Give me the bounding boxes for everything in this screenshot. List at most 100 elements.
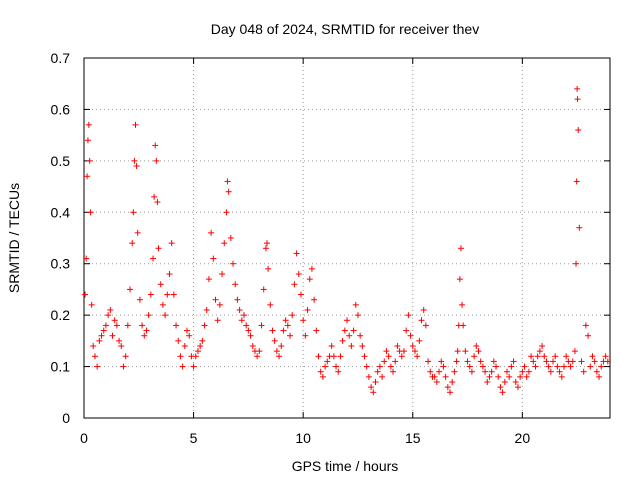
data-point (90, 343, 97, 349)
data-point (348, 343, 355, 349)
data-point (116, 337, 123, 344)
y-tick-label: 0.7 (51, 50, 71, 66)
data-point (221, 240, 228, 247)
data-point (105, 312, 112, 319)
data-point (190, 363, 197, 370)
data-point (317, 368, 324, 375)
data-point (554, 363, 561, 370)
data-point (499, 389, 506, 396)
data-point (488, 368, 495, 375)
data-point (400, 348, 407, 355)
data-point (111, 317, 118, 324)
data-point (503, 368, 510, 375)
data-point (523, 373, 530, 380)
data-point (591, 358, 598, 365)
data-point (558, 373, 565, 380)
data-point (315, 353, 322, 360)
data-point (379, 373, 386, 380)
data-point (482, 368, 489, 375)
data-point (414, 353, 421, 360)
data-point (234, 296, 241, 303)
data-point (273, 348, 280, 355)
data-point (210, 255, 217, 262)
data-point (102, 322, 109, 329)
data-point (175, 337, 182, 344)
data-point (216, 301, 223, 308)
data-point (284, 322, 291, 329)
data-point (471, 353, 478, 360)
x-tick-label: 20 (515, 430, 531, 446)
data-point (143, 327, 150, 334)
data-point (493, 363, 500, 370)
data-point (567, 363, 574, 370)
data-point (181, 343, 188, 349)
y-tick-label: 0 (62, 410, 70, 426)
data-point (341, 327, 348, 334)
data-point (541, 353, 548, 360)
x-tick-label: 0 (80, 430, 88, 446)
data-point (506, 373, 513, 380)
data-point (344, 317, 350, 324)
data-point (479, 363, 486, 370)
data-point (152, 142, 159, 149)
data-point (139, 322, 146, 329)
data-point (409, 343, 416, 349)
data-point (497, 384, 504, 391)
data-point (466, 363, 473, 370)
data-point (387, 363, 394, 370)
data-point (383, 348, 390, 355)
data-point (528, 353, 535, 360)
grid-layer (84, 58, 610, 418)
data-point (154, 199, 161, 205)
data-point (394, 343, 401, 349)
data-point (346, 332, 353, 339)
data-point (475, 348, 482, 355)
data-point (550, 358, 557, 365)
data-point (420, 307, 427, 313)
data-point (530, 358, 537, 365)
data-point (170, 291, 177, 298)
data-point (84, 137, 91, 144)
data-point (83, 255, 90, 262)
data-point (208, 229, 215, 236)
data-point (324, 358, 331, 365)
data-point (212, 296, 219, 303)
data-point (265, 265, 272, 272)
data-point (203, 307, 210, 313)
data-point (109, 332, 116, 339)
data-point (159, 301, 166, 308)
data-point (249, 343, 256, 349)
data-point (573, 260, 580, 267)
data-point (361, 353, 368, 360)
data-point (593, 368, 600, 375)
axes-layer (83, 57, 611, 419)
data-point (130, 209, 137, 216)
chart-title: Day 048 of 2024, SRMTID for receiver the… (211, 21, 479, 37)
data-point (339, 337, 346, 344)
data-point (490, 358, 497, 365)
data-point (580, 368, 587, 375)
data-point (422, 322, 429, 329)
data-point (98, 332, 105, 339)
data-point (501, 379, 508, 385)
data-point (350, 327, 357, 334)
data-point (297, 291, 304, 298)
data-point (398, 353, 405, 360)
data-point (293, 250, 300, 257)
data-point (157, 281, 164, 288)
data-point (258, 322, 265, 329)
data-point (224, 178, 231, 185)
data-point (122, 353, 129, 360)
data-point (545, 363, 552, 370)
data-point (598, 363, 605, 370)
data-point (278, 343, 285, 349)
data-point (300, 317, 307, 324)
data-point (512, 379, 519, 385)
data-point (168, 240, 175, 247)
data-point (539, 343, 546, 349)
y-tick-label: 0.2 (51, 307, 71, 323)
data-point (94, 363, 101, 370)
data-point (444, 384, 451, 391)
data-point (407, 332, 414, 339)
